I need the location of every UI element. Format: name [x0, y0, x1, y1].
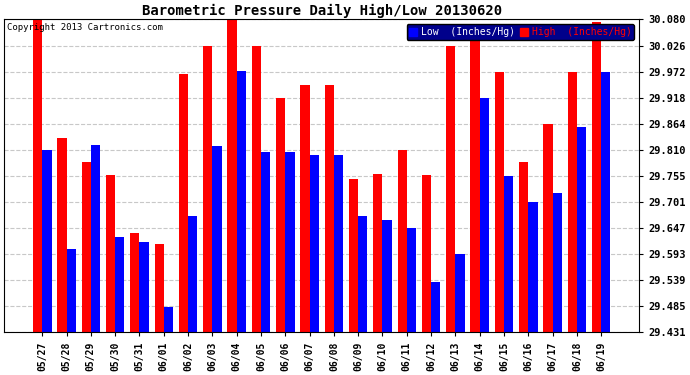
Bar — [276, 98, 285, 332]
Bar — [397, 150, 407, 332]
Bar — [553, 193, 562, 332]
Bar — [543, 124, 553, 332]
Legend: Low  (Inches/Hg), High  (Inches/Hg): Low (Inches/Hg), High (Inches/Hg) — [406, 24, 634, 40]
Bar — [66, 249, 76, 332]
Bar — [577, 127, 586, 332]
Title: Barometric Pressure Daily High/Low 20130620: Barometric Pressure Daily High/Low 20130… — [141, 4, 502, 18]
Bar — [115, 237, 124, 332]
Bar — [382, 220, 392, 332]
Bar — [407, 228, 416, 332]
Bar — [179, 74, 188, 332]
Bar — [431, 282, 440, 332]
Bar — [480, 98, 489, 332]
Bar — [188, 216, 197, 332]
Bar — [349, 178, 358, 332]
Bar — [446, 45, 455, 332]
Bar — [334, 154, 343, 332]
Bar — [568, 72, 577, 332]
Bar — [237, 71, 246, 332]
Bar — [91, 145, 100, 332]
Bar — [261, 152, 270, 332]
Bar — [155, 244, 164, 332]
Bar — [57, 138, 66, 332]
Bar — [519, 162, 529, 332]
Bar — [139, 242, 149, 332]
Bar — [422, 175, 431, 332]
Bar — [213, 146, 221, 332]
Bar — [601, 72, 611, 332]
Bar — [33, 20, 42, 332]
Bar — [504, 176, 513, 332]
Text: Copyright 2013 Cartronics.com: Copyright 2013 Cartronics.com — [8, 22, 164, 32]
Bar — [130, 233, 139, 332]
Bar — [228, 20, 237, 332]
Bar — [42, 150, 52, 332]
Bar — [495, 72, 504, 332]
Bar — [310, 154, 319, 332]
Bar — [252, 45, 261, 332]
Bar — [592, 22, 601, 332]
Bar — [529, 202, 538, 332]
Bar — [455, 254, 464, 332]
Bar — [106, 175, 115, 332]
Bar — [203, 45, 213, 332]
Bar — [164, 308, 173, 332]
Bar — [285, 152, 295, 332]
Bar — [81, 162, 91, 332]
Bar — [300, 85, 310, 332]
Bar — [373, 174, 382, 332]
Bar — [325, 85, 334, 332]
Bar — [358, 216, 367, 332]
Bar — [471, 33, 480, 332]
